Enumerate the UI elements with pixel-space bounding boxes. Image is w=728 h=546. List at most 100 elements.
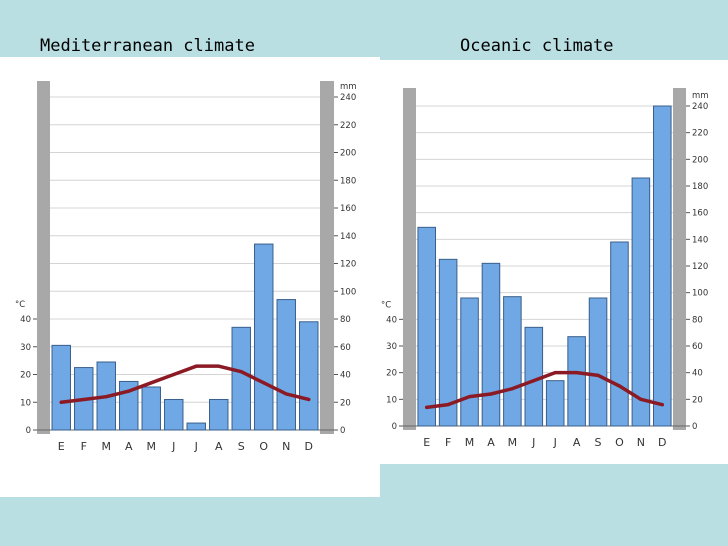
mediterranean-precipitation-bar	[186, 422, 206, 431]
mediterranean-month-label: O	[259, 440, 268, 453]
mediterranean-temperature-point	[82, 397, 86, 402]
mediterranean-temperature-point	[217, 364, 221, 368]
mediterranean-temp-tick-label: 30	[20, 343, 31, 353]
mediterranean-temperature-point	[172, 372, 176, 377]
mediterranean-precip-tick-label: 80	[340, 315, 351, 325]
oceanic-right-axis-column	[673, 88, 686, 430]
mediterranean-temp-unit-label: °C	[15, 300, 25, 310]
mediterranean-month-label: M	[147, 440, 157, 453]
oceanic-temperature-line	[424, 370, 665, 410]
oceanic-temperature-point	[596, 373, 600, 377]
oceanic-temperature-point	[553, 371, 557, 375]
oceanic-precipitation-bar	[460, 297, 479, 427]
mediterranean-month-label: J	[194, 440, 198, 453]
oceanic-precipitation-bar	[417, 226, 436, 427]
mediterranean-precipitation-bar	[209, 398, 229, 431]
oceanic-temperature-point	[446, 403, 450, 407]
oceanic-temp-tick-label: 40	[386, 315, 397, 325]
oceanic-month-label: E	[423, 436, 430, 449]
oceanic-temperature-point	[639, 397, 643, 401]
mediterranean-precipitation-bar	[141, 386, 161, 431]
mediterranean-month-label: A	[215, 440, 223, 453]
oceanic-precip-tick-label: 80	[692, 315, 703, 325]
mediterranean-precip-tick-label: 140	[340, 232, 356, 242]
oceanic-precip-tick-label: 240	[692, 102, 708, 112]
mediterranean-title: Mediterranean climate	[40, 36, 255, 56]
mediterranean-month-label: D	[305, 440, 313, 453]
oceanic-chart-panel: 0 20 40 60 80 100 120 140 160 180 200 220 240 mm 0 10 20…	[368, 60, 728, 464]
oceanic-left-axis-column	[403, 88, 416, 430]
oceanic-precip-tick-label: 200	[692, 155, 708, 165]
mediterranean-temperature-point	[149, 381, 153, 385]
mediterranean-precip-tick-label: 20	[340, 398, 351, 408]
mediterranean-month-label: M	[102, 440, 112, 453]
mediterranean-temperature-point	[104, 395, 108, 399]
mediterranean-temperature-point	[59, 400, 63, 404]
oceanic-month-label: J	[553, 436, 557, 449]
oceanic-precip-tick-label: 60	[692, 342, 703, 352]
mediterranean-precip-tick-label: 160	[340, 204, 356, 214]
oceanic-precipitation-bar	[567, 336, 586, 427]
oceanic-month-label: D	[658, 436, 666, 449]
oceanic-precip-tick-label: 100	[692, 289, 708, 299]
oceanic-precipitation-bar	[653, 105, 672, 427]
oceanic-temperature-point	[532, 379, 536, 383]
oceanic-month-label: S	[595, 436, 602, 449]
oceanic-precip-tick-label: 160	[692, 209, 708, 219]
oceanic-precip-tick-label: 140	[692, 235, 708, 245]
mediterranean-month-label: E	[58, 440, 65, 453]
mediterranean-temperature-point	[239, 370, 243, 374]
oceanic-temperature-point	[510, 387, 514, 391]
oceanic-precipitation-bar	[545, 380, 565, 427]
mediterranean-temperature-point	[127, 389, 131, 393]
oceanic-precip-unit-label: mm	[692, 91, 709, 101]
mediterranean-right-axis-column	[320, 81, 334, 434]
mediterranean-precip-unit-label: mm	[340, 82, 357, 92]
mediterranean-month-label: A	[125, 440, 133, 453]
mediterranean-precipitation-bar	[164, 398, 184, 431]
mediterranean-temperature-point	[307, 397, 311, 402]
mediterranean-precip-tick-label: 180	[340, 176, 356, 186]
oceanic-temp-tick-label: 10	[386, 395, 397, 405]
oceanic-precip-tick-label: 0	[692, 422, 697, 432]
oceanic-precip-tick-label: 40	[692, 369, 703, 379]
mediterranean-precip-tick-label: 240	[340, 93, 356, 103]
oceanic-precipitation-bar	[631, 177, 651, 427]
oceanic-month-label: O	[615, 436, 624, 449]
oceanic-month-label: J	[531, 436, 535, 449]
mediterranean-temperature-point	[194, 364, 198, 368]
oceanic-temperature-point	[660, 403, 664, 407]
oceanic-precipitation-bar	[503, 296, 522, 427]
oceanic-month-label: M	[465, 436, 475, 449]
mediterranean-precipitation-bar	[254, 243, 274, 431]
mediterranean-precip-tick-label: 200	[340, 149, 356, 159]
mediterranean-precipitation-bar	[276, 299, 296, 431]
mediterranean-temperature-point	[262, 381, 266, 385]
oceanic-precip-tick-label: 220	[692, 129, 708, 139]
oceanic-temperature-point	[467, 395, 472, 399]
oceanic-title: Oceanic climate	[460, 36, 614, 56]
mediterranean-precip-tick-label: 40	[340, 371, 351, 381]
oceanic-month-label: A	[487, 436, 495, 449]
mediterranean-precip-tick-label: 60	[340, 343, 351, 353]
mediterranean-temp-tick-label: 20	[20, 371, 31, 381]
mediterranean-temperature-point	[284, 392, 288, 396]
oceanic-precipitation-bar	[610, 241, 629, 427]
oceanic-month-label: F	[445, 436, 451, 449]
oceanic-precip-tick-label: 120	[692, 262, 708, 272]
mediterranean-precipitation-bar	[231, 326, 251, 431]
oceanic-precipitation-bar	[481, 262, 501, 427]
mediterranean-month-label: J	[171, 440, 175, 453]
oceanic-month-label: M	[508, 436, 518, 449]
mediterranean-precipitation-bar	[51, 344, 71, 431]
mediterranean-temp-tick-label: 10	[20, 398, 31, 408]
oceanic-temp-unit-label: °C	[381, 300, 391, 310]
mediterranean-temp-tick-label: 40	[20, 315, 31, 325]
oceanic-temperature-point	[489, 392, 493, 396]
mediterranean-month-label: S	[238, 440, 245, 453]
mediterranean-chart-panel: 0 20 40 60 80 100 120 140 160 180 200 220 240 mm 0 10 20…	[0, 57, 380, 497]
oceanic-precip-tick-label: 180	[692, 182, 708, 192]
oceanic-temperature-point	[425, 405, 429, 409]
